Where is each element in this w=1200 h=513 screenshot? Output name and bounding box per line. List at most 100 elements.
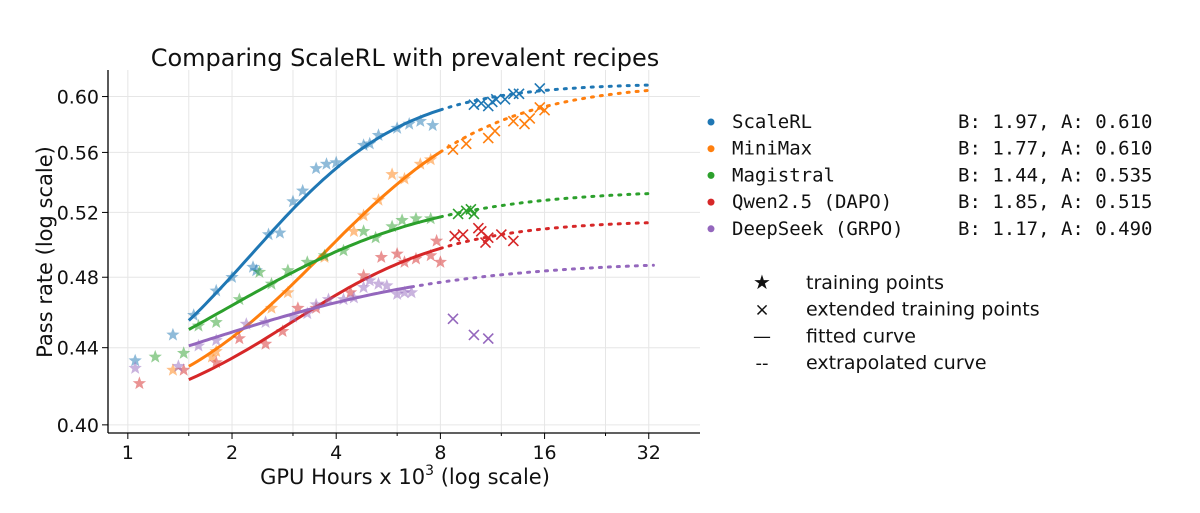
training-point <box>291 301 305 314</box>
training-point <box>209 333 223 346</box>
legend-marker-symbol: -- <box>756 353 769 374</box>
y-tick-label: 0.40 <box>57 415 99 437</box>
legend-dot <box>707 225 715 233</box>
x-tick-label: 8 <box>434 442 446 464</box>
legend-dot <box>707 198 715 206</box>
training-point <box>433 255 447 268</box>
training-point <box>343 285 358 299</box>
legend-series-name: ScaleRL <box>732 111 812 133</box>
training-point <box>249 263 263 277</box>
extended-point <box>507 115 519 127</box>
training-point <box>300 255 314 268</box>
legend-marker-symbol: ★ <box>753 270 771 294</box>
training-point <box>128 361 142 374</box>
extended-point <box>457 228 469 241</box>
series-qwen2-5-dapo- <box>132 221 655 390</box>
y-tick-label: 0.48 <box>57 267 99 289</box>
training-point <box>424 248 438 262</box>
x-label-suffix: (log scale) <box>434 465 550 489</box>
legend-marker-label: extended training points <box>806 299 1040 321</box>
training-point <box>385 167 399 181</box>
training-point <box>321 292 336 306</box>
training-point <box>309 297 323 311</box>
fitted-curve <box>188 246 441 381</box>
training-point <box>363 273 377 287</box>
legend-marker-label: training points <box>806 272 944 294</box>
training-point <box>258 337 273 350</box>
extrapolated-curve <box>410 263 655 289</box>
training-point <box>191 338 206 352</box>
training-point <box>209 315 223 328</box>
training-point <box>281 285 295 299</box>
extended-point <box>489 125 501 137</box>
training-point <box>390 247 404 260</box>
training-point <box>409 211 423 225</box>
training-point <box>357 268 371 282</box>
training-point <box>404 285 419 299</box>
legend-series-name: Qwen2.5 (DAPO) <box>732 191 892 213</box>
series-magistral <box>148 191 655 363</box>
extended-point <box>468 329 480 341</box>
legend-series-params: B: 1.85, A: 0.515 <box>958 191 1152 213</box>
training-point <box>281 263 295 277</box>
training-point <box>385 219 399 233</box>
training-point <box>309 161 323 175</box>
y-tick-label: 0.60 <box>57 87 99 109</box>
training-point <box>371 277 386 290</box>
training-point <box>286 194 300 208</box>
extrapolated-curve <box>438 88 655 154</box>
training-point <box>413 114 427 127</box>
training-point <box>347 224 361 237</box>
x-axis-label: GPU Hours x 103 (log scale) <box>260 463 550 489</box>
x-label-prefix: GPU Hours x 10 <box>260 465 425 489</box>
training-point <box>397 285 412 299</box>
extended-point <box>482 232 494 244</box>
legend-series-name: Magistral <box>732 164 835 186</box>
training-point <box>357 138 371 151</box>
training-point <box>296 183 310 197</box>
legend-marker-label: fitted curve <box>806 325 916 347</box>
legend-series-name: DeepSeek (GRPO) <box>732 218 904 240</box>
training-point <box>232 331 246 345</box>
fitted-curve <box>188 285 412 348</box>
series-layer <box>128 82 655 390</box>
training-point <box>132 376 147 390</box>
training-point <box>148 349 162 363</box>
training-point <box>409 251 423 265</box>
legend-marker-symbol: × <box>754 300 769 321</box>
extended-point <box>447 313 459 325</box>
legend-series-params: B: 1.44, A: 0.535 <box>958 164 1152 186</box>
training-point <box>273 225 287 239</box>
training-point <box>286 310 300 323</box>
training-point <box>357 280 371 294</box>
training-point <box>317 248 332 262</box>
x-tick-label: 1 <box>122 442 134 464</box>
chart-title: Comparing ScaleRL with prevalent recipes <box>151 44 660 72</box>
fitted-curve <box>188 215 441 331</box>
x-tick-label: 2 <box>226 442 238 464</box>
training-point <box>171 359 186 372</box>
legend-series-params: B: 1.97, A: 0.610 <box>958 111 1152 133</box>
legend-series-name: MiniMax <box>732 138 812 160</box>
legend-series-params: B: 1.77, A: 0.610 <box>958 138 1152 160</box>
y-tick-label: 0.52 <box>57 202 99 224</box>
training-point <box>429 233 444 247</box>
legend-marker-symbol: — <box>753 326 771 347</box>
legend-series-params: B: 1.17, A: 0.490 <box>958 218 1152 240</box>
x-label-sup: 3 <box>425 463 434 479</box>
training-point <box>336 292 351 306</box>
training-point <box>209 355 223 369</box>
training-point <box>319 157 334 170</box>
training-point <box>300 306 314 320</box>
training-point <box>232 292 246 306</box>
extrapolated-curve <box>438 83 655 112</box>
training-point <box>239 317 253 330</box>
extended-point <box>524 112 536 125</box>
series-scalerl <box>128 82 655 367</box>
y-axis-label: Pass rate (log scale) <box>33 146 57 358</box>
y-tick-label: 0.44 <box>57 338 99 360</box>
training-point <box>166 363 180 376</box>
training-point <box>336 243 351 257</box>
training-point <box>246 260 260 273</box>
